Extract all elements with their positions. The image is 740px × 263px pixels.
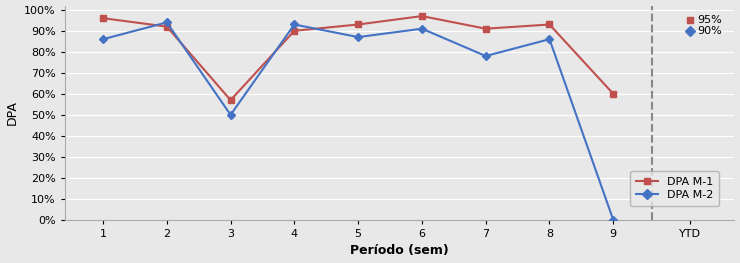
Text: 90%: 90% (698, 26, 722, 36)
Y-axis label: DPA: DPA (6, 100, 18, 125)
Legend: DPA M-1, DPA M-2: DPA M-1, DPA M-2 (630, 171, 719, 206)
Text: 95%: 95% (698, 15, 722, 25)
X-axis label: Período (sem): Período (sem) (350, 244, 449, 257)
